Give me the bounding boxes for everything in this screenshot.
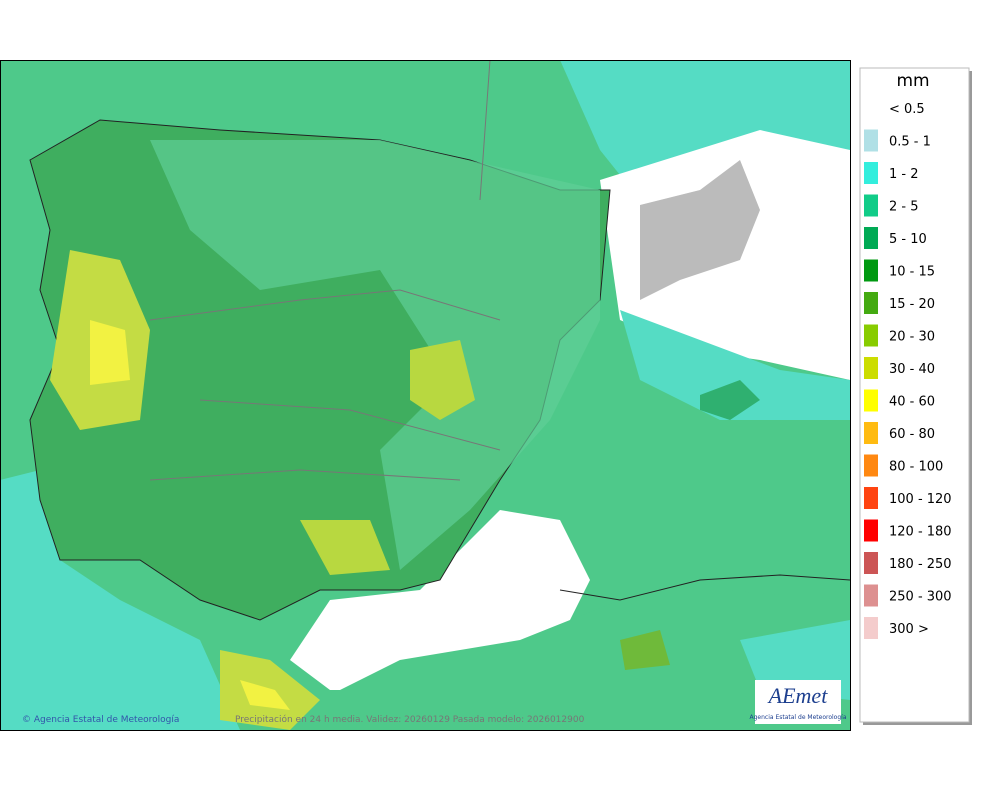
legend-label: 40 - 60 bbox=[889, 395, 935, 410]
coast bbox=[559, 574, 850, 601]
legend-swatch bbox=[864, 162, 878, 184]
legend-label: 60 - 80 bbox=[889, 427, 935, 442]
relief bbox=[640, 160, 760, 300]
legend-swatch bbox=[864, 227, 878, 249]
light-zone bbox=[150, 140, 600, 570]
legend-swatch bbox=[864, 584, 878, 607]
legend-swatch bbox=[864, 129, 878, 152]
africa bbox=[300, 590, 850, 730]
rain-max bbox=[300, 520, 390, 575]
legend-swatch bbox=[864, 454, 878, 477]
legend-label: 15 - 20 bbox=[889, 297, 935, 312]
legend-label: 2 - 5 bbox=[889, 200, 919, 215]
legend-label: 20 - 30 bbox=[889, 330, 935, 345]
legend-swatch bbox=[864, 357, 878, 379]
legend-swatch bbox=[864, 97, 878, 119]
caption: Precipitación en 24 h media. Validez: 20… bbox=[235, 714, 585, 725]
legend-swatch bbox=[864, 292, 878, 314]
logo-subtitle: Agencia Estatal de Meteorología bbox=[750, 714, 847, 721]
legend-label: 5 - 10 bbox=[889, 232, 927, 247]
legend-label: 180 - 250 bbox=[889, 557, 952, 572]
island bbox=[700, 380, 760, 420]
map-frame bbox=[0, 60, 851, 731]
legend-label: 250 - 300 bbox=[889, 590, 952, 605]
legend-swatch bbox=[864, 194, 878, 217]
legend-swatch bbox=[864, 259, 878, 282]
copyright: © Agencia Estatal de Meteorología bbox=[22, 715, 179, 725]
legend-title: mm bbox=[896, 71, 929, 91]
map bbox=[0, 60, 850, 730]
logo-box bbox=[755, 680, 841, 724]
legend-swatch bbox=[864, 324, 878, 347]
legend-label: 300 > bbox=[889, 622, 929, 637]
legend-swatch bbox=[864, 389, 878, 412]
legend-items: < 0.5 0.5 - 1 1 - 2 2 - 5 5 - 10 10 - 15 15 - … bbox=[864, 97, 952, 639]
legend-label: 0.5 - 1 bbox=[889, 135, 931, 150]
sea-light bbox=[620, 310, 850, 420]
legend-swatch bbox=[864, 617, 878, 639]
legend-swatch bbox=[864, 519, 878, 542]
legend-label: < 0.5 bbox=[889, 102, 925, 117]
legend-label: 30 - 40 bbox=[889, 362, 935, 377]
borders bbox=[149, 60, 501, 481]
legend-swatch bbox=[864, 487, 878, 509]
rain-max bbox=[90, 320, 130, 385]
legend-label: 1 - 2 bbox=[889, 167, 919, 182]
rain-max bbox=[410, 340, 475, 420]
legend-swatch bbox=[864, 552, 878, 574]
rain-max bbox=[620, 630, 670, 670]
rain-max bbox=[240, 680, 290, 710]
sea-light bbox=[0, 470, 240, 730]
legend-box bbox=[859, 67, 970, 723]
legend-label: 100 - 120 bbox=[889, 492, 952, 507]
legend-label: 10 - 15 bbox=[889, 265, 935, 280]
logo: AEmet bbox=[767, 683, 829, 708]
legend-label: 80 - 100 bbox=[889, 460, 943, 475]
legend-label: 120 - 180 bbox=[889, 525, 952, 540]
legend-swatch bbox=[864, 422, 878, 444]
